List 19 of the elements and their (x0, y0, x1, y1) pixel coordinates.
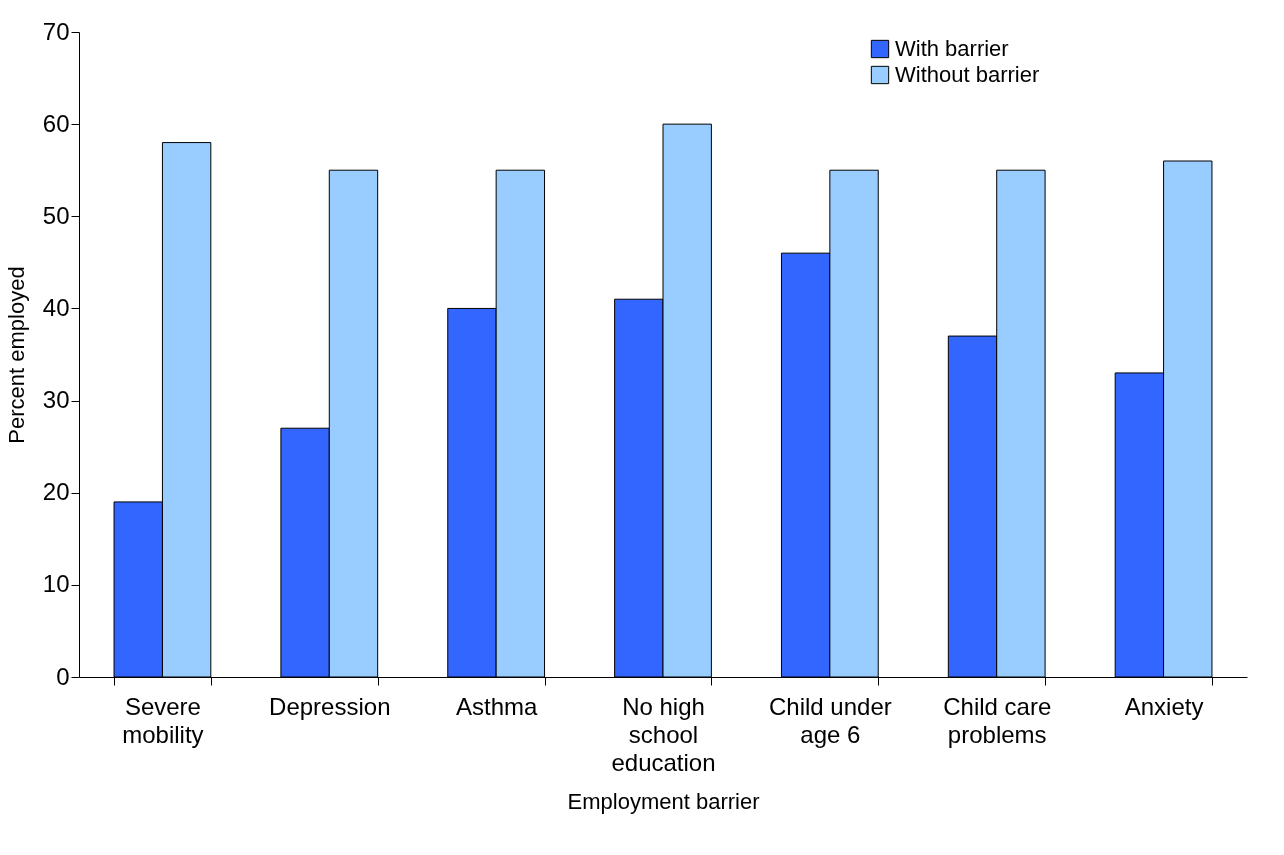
y-tick-label: 60 (42, 109, 70, 137)
x-tick-label: Child care problems (943, 692, 1052, 748)
x-tick-label: Severe mobility (122, 692, 204, 748)
x-tick-label: Asthma (455, 692, 538, 720)
y-tick-label: 40 (42, 293, 70, 321)
legend-label: Without barrier (895, 62, 1040, 87)
y-tick-label: 0 (56, 662, 70, 690)
x-axis-title: Employment barrier (567, 788, 760, 814)
y-axis-title: Percent employed (3, 266, 29, 444)
x-tick-label: Depression (269, 692, 391, 720)
y-tick-label: 20 (42, 478, 70, 506)
x-tick-label: Child under age 6 (768, 692, 892, 748)
x-tick-label: No high school education (611, 692, 716, 776)
legend-label: With barrier (895, 36, 1009, 61)
y-tick-label: 50 (42, 201, 70, 229)
x-tick-label: Anxiety (1124, 692, 1204, 720)
y-tick-label: 30 (42, 386, 70, 414)
y-tick-label: 10 (42, 570, 70, 598)
y-tick-label: 70 (42, 17, 70, 45)
